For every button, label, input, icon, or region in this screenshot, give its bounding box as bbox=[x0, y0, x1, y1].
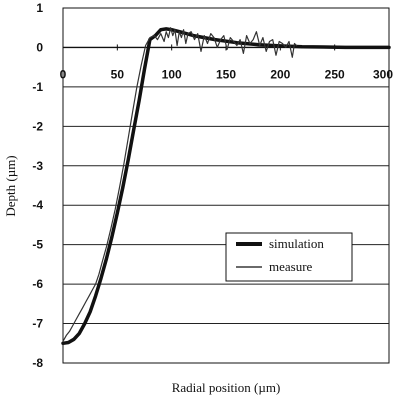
tick-labels: 0 50 100 150 200 250 300 1 0 -1 -2 -3 -4 -5 -6 -7 -8 bbox=[32, 1, 393, 370]
legend-box bbox=[225, 232, 353, 282]
y-tick-label-0: 1 bbox=[36, 1, 43, 15]
y-axis-title: Depth (µm) bbox=[3, 155, 18, 216]
x-axis-title: Radial position (µm) bbox=[172, 380, 281, 395]
y-tick-label-4: -3 bbox=[32, 159, 43, 173]
x-tick-label-1: 50 bbox=[111, 67, 125, 81]
series-line-simulation bbox=[61, 27, 391, 346]
y-tick-label-9: -8 bbox=[32, 356, 43, 370]
x-tick-label-5: 250 bbox=[325, 67, 345, 81]
y-tick-label-7: -6 bbox=[32, 277, 43, 291]
x-tick-label-2: 100 bbox=[162, 67, 182, 81]
x-tick-label-0: 0 bbox=[60, 67, 67, 81]
x-tick-label-3: 150 bbox=[216, 67, 236, 81]
legend-label-simulation: simulation bbox=[269, 236, 324, 251]
y-tick-label-8: -7 bbox=[32, 317, 43, 331]
x-tick-label-6: 300 bbox=[373, 67, 393, 81]
series-lines bbox=[61, 27, 391, 346]
legend: simulation measure bbox=[225, 232, 353, 282]
y-tick-label-2: -1 bbox=[32, 80, 43, 94]
y-tick-label-5: -4 bbox=[32, 198, 43, 212]
legend-label-measure: measure bbox=[269, 259, 313, 274]
y-tick-label-3: -2 bbox=[32, 119, 43, 133]
series-line-measure bbox=[62, 27, 298, 342]
x-tick-label-4: 200 bbox=[270, 67, 290, 81]
y-tick-label-6: -5 bbox=[32, 238, 43, 252]
plot-area bbox=[62, 7, 390, 364]
y-tick-label-1: 0 bbox=[36, 40, 43, 54]
